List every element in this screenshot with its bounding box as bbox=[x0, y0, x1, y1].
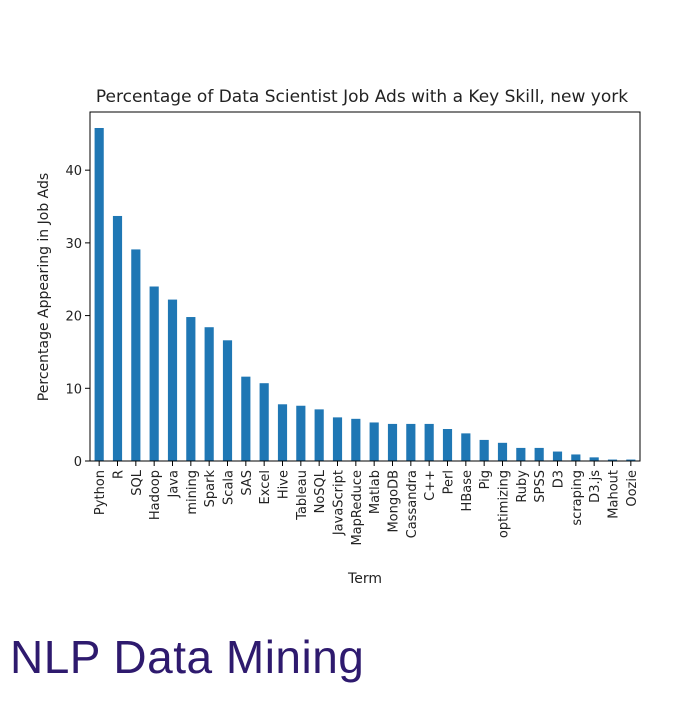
bar-cassandra bbox=[406, 423, 416, 461]
x-tick-label: SPSS bbox=[533, 470, 548, 503]
bar-nosql bbox=[314, 409, 324, 461]
x-tick-label: Hive bbox=[277, 470, 292, 499]
y-tick-label: 40 bbox=[65, 164, 82, 179]
bar-pig bbox=[479, 439, 489, 461]
x-tick-label: D3 bbox=[552, 470, 567, 488]
y-axis-label: Percentage Appearing in Job Ads bbox=[36, 173, 52, 401]
x-tick-label: Scala bbox=[222, 470, 237, 505]
x-tick-label: Mahout bbox=[607, 470, 622, 519]
bar-java bbox=[167, 299, 178, 461]
bar-mapreduce bbox=[351, 418, 361, 461]
y-tick-label: 10 bbox=[65, 382, 82, 397]
chart-title: Percentage of Data Scientist Job Ads wit… bbox=[96, 87, 628, 107]
bars-group bbox=[94, 127, 636, 461]
x-tick-label: Ruby bbox=[515, 470, 530, 503]
bar-optimizing bbox=[497, 442, 508, 461]
bar-matlab bbox=[369, 422, 379, 461]
bar-tableau bbox=[296, 405, 306, 461]
bar-perl bbox=[442, 429, 453, 461]
bar-d3-js bbox=[589, 457, 599, 461]
x-axis: Python R SQL Hadoop Java mining Spark Scala SAS E… bbox=[93, 461, 640, 546]
footer-title: NLP Data Mining bbox=[10, 631, 365, 683]
x-tick-label: Pig bbox=[478, 470, 493, 489]
bar-javascript bbox=[332, 417, 343, 461]
bar-sas bbox=[241, 376, 251, 461]
bar-oozie bbox=[626, 459, 636, 461]
bar-spss bbox=[534, 447, 544, 461]
x-tick-label: Matlab bbox=[368, 470, 383, 514]
x-tick-label: NoSQL bbox=[313, 469, 328, 513]
bar-mining bbox=[186, 317, 196, 461]
x-tick-label: Excel bbox=[258, 470, 273, 504]
y-tick-label: 30 bbox=[65, 237, 82, 252]
x-tick-label: optimizing bbox=[497, 470, 512, 538]
bar-c- bbox=[424, 423, 434, 461]
x-tick-label: SQL bbox=[130, 469, 145, 495]
x-tick-label: Cassandra bbox=[405, 470, 420, 538]
bar-mongodb bbox=[387, 423, 398, 461]
x-tick-label: C++ bbox=[423, 470, 438, 501]
x-tick-label: SAS bbox=[240, 470, 255, 496]
x-tick-label: Tableau bbox=[295, 470, 310, 521]
x-tick-label: JavaScript bbox=[332, 470, 347, 536]
x-tick-label: Oozie bbox=[625, 470, 640, 507]
x-tick-label: mining bbox=[185, 470, 200, 515]
bar-ruby bbox=[516, 447, 526, 461]
x-tick-label: scraping bbox=[570, 470, 585, 526]
plot-frame bbox=[89, 111, 641, 462]
y-axis: 0 10 20 30 40 bbox=[65, 164, 90, 470]
bar-python bbox=[94, 127, 104, 461]
x-tick-label: Hadoop bbox=[148, 470, 163, 520]
x-tick-label: MapReduce bbox=[350, 470, 365, 546]
x-tick-label: Python bbox=[93, 470, 108, 515]
x-tick-label: HBase bbox=[460, 470, 475, 511]
bar-d3 bbox=[552, 451, 563, 461]
bar-excel bbox=[259, 383, 269, 461]
bar-chart: Percentage of Data Scientist Job Ads wit… bbox=[36, 87, 641, 587]
x-tick-label: MongoDB bbox=[387, 470, 402, 533]
bar-hadoop bbox=[149, 286, 159, 461]
bar-mahout bbox=[607, 459, 618, 461]
y-tick-label: 20 bbox=[65, 310, 82, 325]
chart: Percentage of Data Scientist Job Ads wit… bbox=[36, 87, 641, 587]
bar-hive bbox=[277, 404, 288, 461]
bar-hbase bbox=[461, 433, 471, 461]
x-tick-label: Spark bbox=[203, 470, 218, 508]
bar-spark bbox=[204, 327, 214, 461]
x-tick-label: Perl bbox=[442, 470, 457, 494]
x-tick-label: R bbox=[112, 470, 127, 479]
bar-scala bbox=[222, 340, 233, 461]
bar-scraping bbox=[571, 454, 581, 461]
x-tick-label: Java bbox=[167, 470, 182, 498]
bar-r bbox=[112, 215, 123, 461]
x-axis-label: Term bbox=[347, 571, 382, 587]
bar-sql bbox=[131, 249, 141, 461]
x-tick-label: D3.js bbox=[588, 470, 603, 503]
y-tick-label: 0 bbox=[74, 455, 82, 470]
